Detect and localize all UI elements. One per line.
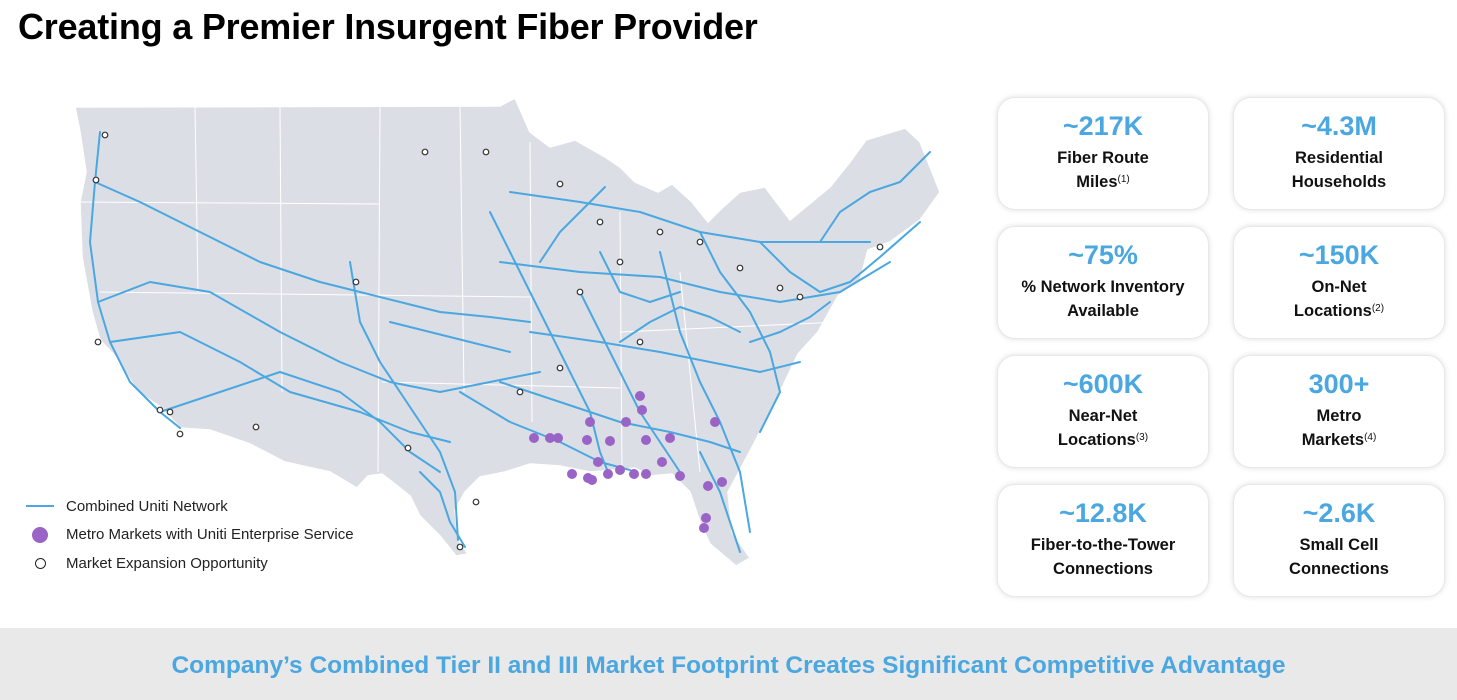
expansion-dot [404, 444, 412, 452]
metro-dot [621, 417, 631, 427]
legend-label-network: Combined Uniti Network [66, 497, 228, 515]
expansion-dot [736, 264, 744, 272]
legend-item-network: Combined Uniti Network [26, 492, 354, 521]
footnote-marker: (1) [1117, 174, 1130, 185]
metro-dot [665, 433, 675, 443]
stat-value: ~4.3M [1301, 111, 1377, 141]
expansion-dot [252, 423, 260, 431]
us-map-svg [74, 96, 941, 567]
metro-dot [587, 475, 597, 485]
footer-banner: Company’s Combined Tier II and III Marke… [0, 628, 1457, 700]
expansion-dot [876, 243, 884, 251]
expansion-dot [556, 180, 564, 188]
metro-dot [553, 433, 563, 443]
us-landmass [74, 96, 941, 567]
metro-dot [567, 469, 577, 479]
stat-card-fiber-to-the-tower: ~12.8K Fiber-to-the-Tower Connections [997, 484, 1209, 597]
metro-dot [605, 436, 615, 446]
expansion-dot [776, 284, 784, 292]
stat-label: Small Cell Connections [1289, 536, 1389, 578]
metro-dot [603, 469, 613, 479]
stat-card-on-net-locations: ~150K On-Net Locations(2) [1233, 226, 1445, 339]
legend-item-metro: Metro Markets with Uniti Enterprise Serv… [26, 521, 354, 550]
stats-grid: ~217K Fiber Route Miles(1) ~4.3M Resident… [997, 97, 1445, 597]
footnote-marker: (4) [1364, 432, 1377, 443]
metro-market-dots [529, 391, 727, 533]
legend-label-metro: Metro Markets with Uniti Enterprise Serv… [66, 526, 354, 544]
expansion-dot [796, 293, 804, 301]
stat-label: Fiber-to-the-Tower Connections [1030, 536, 1176, 578]
expansion-dot [352, 278, 360, 286]
metro-dot [717, 477, 727, 487]
stat-label: On-Net Locations(2) [1293, 278, 1385, 320]
metro-dot [529, 433, 539, 443]
metro-dot [585, 417, 595, 427]
stat-card-fiber-route-miles: ~217K Fiber Route Miles(1) [997, 97, 1209, 210]
expansion-dot [166, 408, 174, 416]
stat-card-network-inventory: ~75% % Network Inventory Available [997, 226, 1209, 339]
legend-label-expansion: Market Expansion Opportunity [66, 554, 268, 572]
metro-dot-icon [32, 526, 48, 543]
stat-label: Fiber Route Miles(1) [1057, 149, 1149, 191]
us-network-map [60, 92, 950, 572]
metro-dot [701, 513, 711, 523]
expansion-dot [92, 176, 100, 184]
expansion-dot [616, 258, 624, 266]
expansion-dot [636, 338, 644, 346]
metro-dot [675, 471, 685, 481]
stat-value: 300+ [1308, 369, 1370, 399]
expansion-dot [421, 148, 429, 156]
expansion-dot [472, 498, 480, 506]
metro-dot [710, 417, 720, 427]
expansion-dot [576, 288, 584, 296]
expansion-dot [482, 148, 490, 156]
stat-value: ~12.8K [1059, 498, 1147, 528]
stat-value: ~217K [1062, 111, 1144, 141]
expansion-dot [656, 228, 664, 236]
metro-dot [699, 523, 709, 533]
expansion-dot [696, 238, 704, 246]
map-legend: Combined Uniti Network Metro Markets wit… [26, 492, 354, 578]
stat-value: ~150K [1298, 240, 1380, 270]
stat-card-metro-markets: 300+ Metro Markets(4) [1233, 355, 1445, 468]
metro-dot [635, 391, 645, 401]
metro-dot [629, 469, 639, 479]
expansion-dot [156, 406, 164, 414]
stat-value: ~2.6K [1302, 498, 1376, 528]
metro-dot [641, 435, 651, 445]
expansion-dot [556, 364, 564, 372]
expansion-dot [101, 131, 109, 139]
metro-dot [657, 457, 667, 467]
stat-card-near-net-locations: ~600K Near-Net Locations(3) [997, 355, 1209, 468]
stat-label: Metro Markets(4) [1301, 407, 1377, 449]
footer-tagline: Company’s Combined Tier II and III Marke… [171, 652, 1286, 679]
metro-dot [641, 469, 651, 479]
expansion-circles [92, 131, 884, 551]
stat-value: ~600K [1062, 369, 1144, 399]
stat-label: % Network Inventory Available [1021, 278, 1185, 320]
metro-dot [582, 435, 592, 445]
stat-label: Residential Households [1291, 149, 1387, 191]
stat-label: Near-Net Locations(3) [1057, 407, 1149, 449]
footnote-marker: (3) [1135, 432, 1149, 443]
expansion-dot [176, 430, 184, 438]
expansion-circle-icon [35, 557, 46, 569]
stat-card-small-cell: ~2.6K Small Cell Connections [1233, 484, 1445, 597]
stat-card-residential-households: ~4.3M Residential Households [1233, 97, 1445, 210]
expansion-dot [94, 338, 102, 346]
metro-dot [545, 433, 555, 443]
expansion-dot [456, 543, 464, 551]
metro-dot [637, 405, 647, 415]
stat-value: ~75% [1068, 240, 1138, 270]
footnote-marker: (2) [1371, 303, 1385, 314]
metro-dot [703, 481, 713, 491]
expansion-dot [516, 388, 524, 396]
uniti-network-lines [89, 131, 931, 553]
metro-dot [615, 465, 625, 475]
expansion-dot [596, 218, 604, 226]
network-line-icon [26, 505, 54, 508]
legend-item-expansion: Market Expansion Opportunity [26, 549, 354, 578]
page-title: Creating a Premier Insurgent Fiber Provi… [18, 6, 758, 47]
metro-dot [593, 457, 603, 467]
